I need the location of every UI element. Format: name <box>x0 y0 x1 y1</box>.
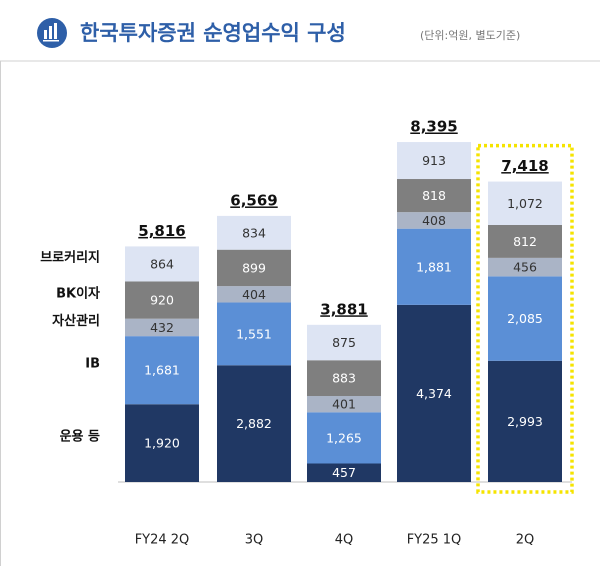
total-label: 3,881 <box>320 300 367 318</box>
x-tick-label: FY25 1Q <box>407 533 462 548</box>
x-tick-label: 4Q <box>335 533 354 548</box>
legend-label: 브로커리지 <box>40 249 100 265</box>
value-label: 432 <box>150 320 174 335</box>
bar-segment <box>125 404 199 482</box>
bar-segment <box>307 360 381 397</box>
legend-label: 자산관리 <box>52 313 100 329</box>
value-label: 456 <box>513 260 537 275</box>
bar-segment <box>488 257 562 277</box>
bar-segment <box>488 276 562 361</box>
value-label: 1,265 <box>326 430 362 445</box>
bar-segment <box>397 142 471 180</box>
value-label: 883 <box>332 371 356 386</box>
bar-segment <box>217 286 291 303</box>
bar-segment <box>397 304 471 482</box>
value-label: 818 <box>422 188 446 203</box>
value-label: 864 <box>150 256 174 271</box>
bar-segment <box>217 302 291 366</box>
value-label: 834 <box>242 225 266 240</box>
icon-base <box>43 40 59 42</box>
bar-segment <box>397 212 471 229</box>
value-label: 2,882 <box>236 416 272 431</box>
value-label: 1,551 <box>236 326 272 341</box>
x-tick-label: 2Q <box>516 533 535 548</box>
chart-title: 한국투자증권 순영업수익 구성 <box>80 21 346 45</box>
chart-subtitle: (단위:억원, 별도기준) <box>420 29 520 42</box>
bar-segment <box>488 224 562 258</box>
total-label: 6,569 <box>230 191 277 209</box>
icon-bar <box>44 30 47 39</box>
value-label: 4,374 <box>416 386 452 401</box>
value-label: 2,993 <box>507 414 543 429</box>
total-label: 7,418 <box>501 157 548 175</box>
bar-segment <box>307 396 381 413</box>
value-label: 920 <box>150 293 174 308</box>
value-label: 2,085 <box>507 311 543 326</box>
bar-segment <box>488 181 562 225</box>
value-label: 1,072 <box>507 196 543 211</box>
value-label: 1,681 <box>144 363 180 378</box>
value-label: 401 <box>332 397 356 412</box>
total-label: 5,816 <box>138 222 185 240</box>
value-label: 899 <box>242 260 266 275</box>
icon-bar <box>49 26 52 39</box>
value-label: 913 <box>422 153 446 168</box>
value-label: 1,881 <box>416 259 452 274</box>
frame <box>0 60 600 566</box>
bar-segment <box>217 215 291 250</box>
bar-segment <box>125 318 199 337</box>
legend-label: BK이자 <box>56 286 100 302</box>
x-tick-label: 3Q <box>245 533 264 548</box>
value-label: 404 <box>242 287 266 302</box>
value-label: 812 <box>513 234 537 249</box>
bar-segment <box>307 324 381 361</box>
value-label: 408 <box>422 213 446 228</box>
highlight-box <box>476 143 574 494</box>
bar-segment <box>125 246 199 282</box>
bar-segment <box>217 249 291 287</box>
total-label: 8,395 <box>410 118 457 136</box>
value-label: 457 <box>332 465 356 480</box>
legend-label: IB <box>85 357 100 372</box>
x-tick-label: FY24 2Q <box>135 533 190 548</box>
bar-segment <box>307 463 381 482</box>
bar-segment <box>125 281 199 319</box>
icon-bar <box>54 23 57 39</box>
bar-segment <box>397 179 471 213</box>
bar-segment <box>397 228 471 305</box>
legend-label: 운용 등 <box>60 429 100 445</box>
value-label: 875 <box>332 335 356 350</box>
bar-segment <box>125 336 199 405</box>
bar-segment <box>488 360 562 482</box>
bar-segment <box>307 412 381 464</box>
value-label: 1,920 <box>144 436 180 451</box>
bar-segment <box>217 365 291 482</box>
